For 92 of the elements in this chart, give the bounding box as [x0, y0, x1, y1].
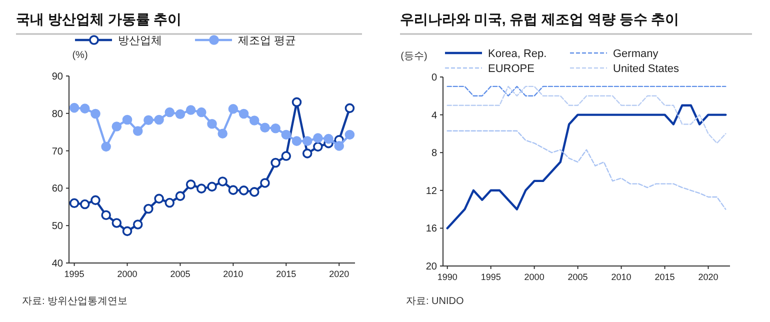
point: [101, 142, 111, 152]
point: [69, 198, 80, 208]
point: [270, 123, 280, 134]
x-tick-label: 2015: [654, 272, 675, 282]
point: [281, 151, 292, 161]
x-tick-label: 2000: [117, 269, 138, 279]
line-series: [446, 104, 727, 230]
point: [186, 180, 196, 190]
y-axis-title: (등수): [400, 51, 428, 62]
point: [132, 126, 143, 136]
point: [313, 133, 323, 143]
point: [144, 204, 154, 214]
point: [175, 191, 186, 201]
legend-label: Korea, Rep.: [488, 48, 547, 60]
point: [122, 226, 132, 236]
chart-title: 우리나라와 미국, 유럽 제조업 역량 등수 추이: [400, 11, 680, 27]
y-tick-label: 50: [52, 221, 64, 232]
point: [196, 184, 206, 194]
legend-label: 제조업 평균: [238, 35, 296, 47]
point: [260, 122, 270, 133]
legend-label: 방산업체: [118, 35, 162, 47]
x-tick-label: 1995: [64, 269, 84, 279]
point: [292, 97, 302, 108]
y-tick-label: 70: [52, 146, 64, 158]
x-tick-label: 2020: [329, 269, 350, 279]
x-tick-label: 2005: [170, 269, 190, 279]
point: [249, 116, 260, 126]
point: [281, 130, 292, 140]
y-tick-label: 8: [431, 148, 438, 160]
point: [186, 105, 196, 115]
point: [344, 130, 355, 140]
point: [302, 148, 312, 158]
x-tick-label: 1995: [480, 272, 501, 282]
point: [334, 141, 344, 151]
point: [112, 122, 122, 132]
point: [218, 128, 228, 138]
point: [260, 178, 270, 188]
text: 자료: UNIDO: [406, 296, 464, 307]
point: [207, 118, 217, 129]
y-tick-label: 40: [52, 258, 64, 270]
y-tick-label: 60: [52, 184, 64, 195]
point: [164, 198, 175, 208]
point: [80, 199, 90, 210]
point: [313, 142, 323, 152]
x-tick-label: 2000: [524, 272, 544, 282]
legend-label: Germany: [613, 48, 659, 60]
y-tick-label: 90: [52, 72, 64, 82]
x-tick-label: 2010: [223, 269, 244, 279]
point: [112, 218, 122, 228]
point: [122, 114, 132, 125]
point: [90, 108, 100, 119]
point: [238, 186, 249, 196]
y-tick-label: 0: [431, 72, 438, 84]
y-tick-label: 4: [431, 110, 438, 122]
point: [175, 109, 186, 120]
x-tick-label: 2005: [568, 272, 588, 282]
point: [218, 176, 228, 186]
point: [238, 108, 249, 119]
y-tick-label: 20: [426, 262, 438, 272]
point: [249, 187, 260, 197]
y-tick-label: 12: [426, 186, 438, 197]
point: [154, 194, 164, 204]
point: [80, 104, 90, 114]
point: [164, 107, 175, 118]
point: [228, 185, 238, 195]
x-tick-label: 2020: [698, 272, 718, 282]
legend-label: United States: [613, 63, 680, 75]
y-tick-label: 80: [52, 108, 64, 120]
point: [207, 182, 217, 192]
point: [101, 210, 111, 220]
chart-title: 국내 방산업체 가동률 추이: [16, 11, 182, 27]
x-tick-label: 2010: [611, 272, 632, 282]
point: [324, 134, 334, 144]
x-tick-label: 2015: [276, 269, 296, 279]
point: [302, 136, 312, 146]
point: [344, 103, 355, 114]
point: [154, 114, 164, 125]
legend-label: EUROPE: [488, 63, 534, 75]
point: [69, 102, 80, 113]
x-tick-label: 1990: [437, 272, 458, 282]
y-tick-label: 16: [426, 224, 438, 235]
point: [132, 220, 143, 230]
point: [270, 158, 280, 168]
point: [196, 107, 206, 118]
point: [228, 104, 238, 114]
point: [90, 195, 100, 206]
point: [292, 136, 302, 146]
line-series: [446, 130, 726, 210]
text: 자료: 방위산업통계연보: [22, 296, 128, 307]
point: [144, 115, 154, 126]
y-axis-title: (%): [72, 50, 88, 61]
line-series: [446, 86, 726, 144]
